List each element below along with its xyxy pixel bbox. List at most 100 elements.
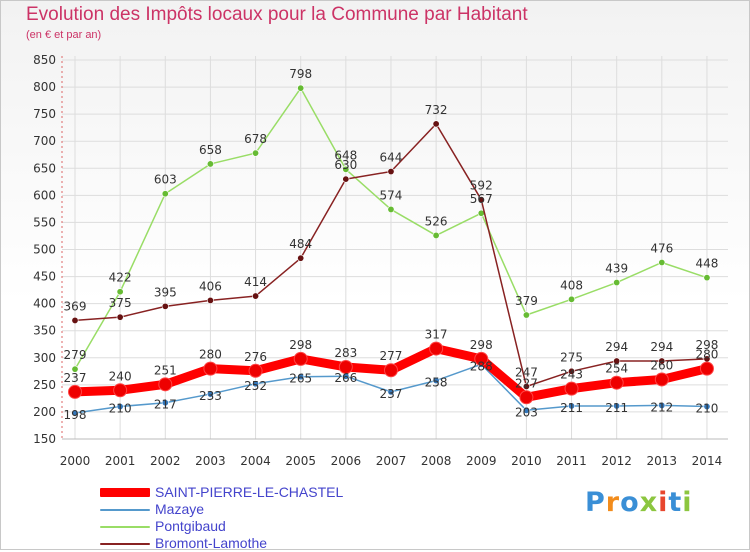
data-label-pontgibaud: 476 bbox=[650, 241, 673, 255]
data-point-saint-pierre-le-chastel bbox=[519, 390, 534, 405]
data-point-bromont-lamothe bbox=[387, 168, 395, 176]
data-label-bromont-lamothe: 406 bbox=[199, 279, 222, 293]
x-tick-label: 2009 bbox=[466, 454, 497, 468]
y-tick-label: 750 bbox=[33, 107, 56, 121]
y-tick-label: 850 bbox=[33, 53, 56, 67]
x-tick-label: 2006 bbox=[331, 454, 362, 468]
x-tick-label: 2005 bbox=[285, 454, 316, 468]
data-label-saint-pierre-le-chastel: 298 bbox=[289, 338, 312, 352]
data-label-pontgibaud: 567 bbox=[470, 192, 493, 206]
data-label-pontgibaud: 603 bbox=[154, 173, 177, 187]
x-tick-label: 2007 bbox=[376, 454, 407, 468]
data-point-saint-pierre-le-chastel bbox=[68, 384, 82, 399]
series-lines bbox=[68, 84, 714, 417]
data-label-mazaye: 210 bbox=[109, 402, 132, 416]
grid-lines bbox=[62, 56, 728, 440]
y-tick-label: 350 bbox=[33, 324, 56, 338]
data-point-saint-pierre-le-chastel bbox=[113, 383, 128, 398]
data-labels: 237 240 251 280 276 298 283 277 317 298 227 243 254 2… bbox=[64, 67, 719, 422]
x-tick-label: 2011 bbox=[556, 454, 587, 468]
legend-swatch-saint-pierre-le-chastel bbox=[100, 488, 150, 497]
data-label-mazaye: 233 bbox=[199, 389, 222, 403]
data-label-mazaye: 266 bbox=[334, 371, 357, 385]
data-point-bromont-lamothe bbox=[613, 357, 621, 365]
data-point-mazaye bbox=[568, 402, 576, 410]
data-point-mazaye bbox=[658, 401, 666, 409]
data-label-pontgibaud: 526 bbox=[425, 214, 448, 228]
data-point-pontgibaud bbox=[387, 205, 395, 213]
data-label-saint-pierre-le-chastel: 254 bbox=[605, 362, 628, 376]
data-label-saint-pierre-le-chastel: 277 bbox=[380, 349, 403, 363]
data-label-mazaye: 203 bbox=[515, 405, 538, 419]
data-point-mazaye bbox=[522, 406, 530, 414]
data-label-mazaye: 217 bbox=[154, 398, 177, 412]
legend-label: Mazaye bbox=[155, 501, 205, 517]
legend-swatch-pontgibaud bbox=[100, 526, 150, 528]
data-point-pontgibaud bbox=[522, 311, 530, 319]
data-label-bromont-lamothe: 294 bbox=[605, 340, 628, 354]
y-tick-label: 650 bbox=[33, 161, 56, 175]
data-point-bromont-lamothe bbox=[116, 313, 124, 321]
x-tick-label: 2014 bbox=[692, 454, 723, 468]
data-label-saint-pierre-le-chastel: 260 bbox=[650, 358, 673, 372]
data-point-saint-pierre-le-chastel bbox=[158, 377, 173, 392]
data-label-saint-pierre-le-chastel: 227 bbox=[515, 376, 538, 390]
data-point-bromont-lamothe bbox=[658, 357, 666, 365]
data-label-mazaye: 198 bbox=[64, 408, 87, 422]
x-tick-label: 2002 bbox=[150, 454, 181, 468]
data-label-mazaye: 252 bbox=[244, 379, 267, 393]
data-label-bromont-lamothe: 294 bbox=[650, 340, 673, 354]
y-tick-label: 500 bbox=[33, 243, 56, 257]
data-point-pontgibaud bbox=[568, 295, 576, 303]
logo-letter: i bbox=[658, 487, 669, 518]
x-tick-label: 2013 bbox=[647, 454, 678, 468]
data-label-pontgibaud: 408 bbox=[560, 278, 583, 292]
data-label-bromont-lamothe: 484 bbox=[289, 237, 312, 251]
data-point-mazaye bbox=[297, 373, 305, 381]
data-point-bromont-lamothe bbox=[477, 196, 485, 204]
data-point-saint-pierre-le-chastel bbox=[293, 351, 308, 366]
data-label-pontgibaud: 279 bbox=[64, 348, 87, 362]
data-point-pontgibaud bbox=[252, 149, 260, 157]
data-label-mazaye: 212 bbox=[650, 400, 673, 414]
data-label-bromont-lamothe: 630 bbox=[334, 158, 357, 172]
data-label-bromont-lamothe: 275 bbox=[560, 350, 583, 364]
y-tick-label: 250 bbox=[33, 378, 56, 392]
data-point-saint-pierre-le-chastel bbox=[609, 375, 624, 390]
axes: 150 200 250 300 350 400 450 500 550 600 650 700 750 8… bbox=[33, 53, 728, 468]
data-point-pontgibaud bbox=[297, 84, 305, 92]
data-point-saint-pierre-le-chastel bbox=[383, 363, 398, 378]
y-tick-label: 200 bbox=[33, 405, 56, 419]
data-point-pontgibaud bbox=[613, 279, 621, 287]
data-label-saint-pierre-le-chastel: 283 bbox=[334, 346, 357, 360]
data-point-pontgibaud bbox=[206, 160, 214, 168]
data-label-mazaye: 210 bbox=[696, 402, 719, 416]
data-point-saint-pierre-le-chastel bbox=[338, 359, 353, 374]
y-tick-label: 700 bbox=[33, 134, 56, 148]
legend-swatch-mazaye bbox=[100, 509, 150, 511]
data-label-mazaye: 211 bbox=[605, 401, 628, 415]
data-label-bromont-lamothe: 414 bbox=[244, 275, 267, 289]
logo-letter: i bbox=[682, 487, 693, 518]
data-point-mazaye bbox=[71, 409, 79, 417]
data-label-saint-pierre-le-chastel: 243 bbox=[560, 368, 583, 382]
data-point-pontgibaud bbox=[342, 165, 350, 173]
data-label-pontgibaud: 678 bbox=[244, 132, 267, 146]
data-label-pontgibaud: 574 bbox=[380, 188, 403, 202]
x-tick-label: 2004 bbox=[240, 454, 271, 468]
chart-title: Evolution des Impôts locaux pour la Comm… bbox=[26, 4, 528, 25]
data-label-saint-pierre-le-chastel: 237 bbox=[64, 371, 87, 385]
data-point-mazaye bbox=[387, 388, 395, 396]
chart-subtitle: (en € et par an) bbox=[26, 29, 102, 41]
data-point-bromont-lamothe bbox=[568, 367, 576, 375]
data-point-saint-pierre-le-chastel bbox=[654, 372, 669, 387]
data-label-bromont-lamothe: 375 bbox=[109, 296, 132, 310]
logo-letter: t bbox=[668, 487, 683, 518]
data-label-pontgibaud: 422 bbox=[109, 271, 132, 285]
data-label-bromont-lamothe: 644 bbox=[380, 151, 403, 165]
data-point-pontgibaud bbox=[116, 288, 124, 296]
data-point-pontgibaud bbox=[432, 231, 440, 239]
data-point-bromont-lamothe bbox=[522, 382, 530, 390]
data-point-bromont-lamothe bbox=[71, 316, 79, 324]
